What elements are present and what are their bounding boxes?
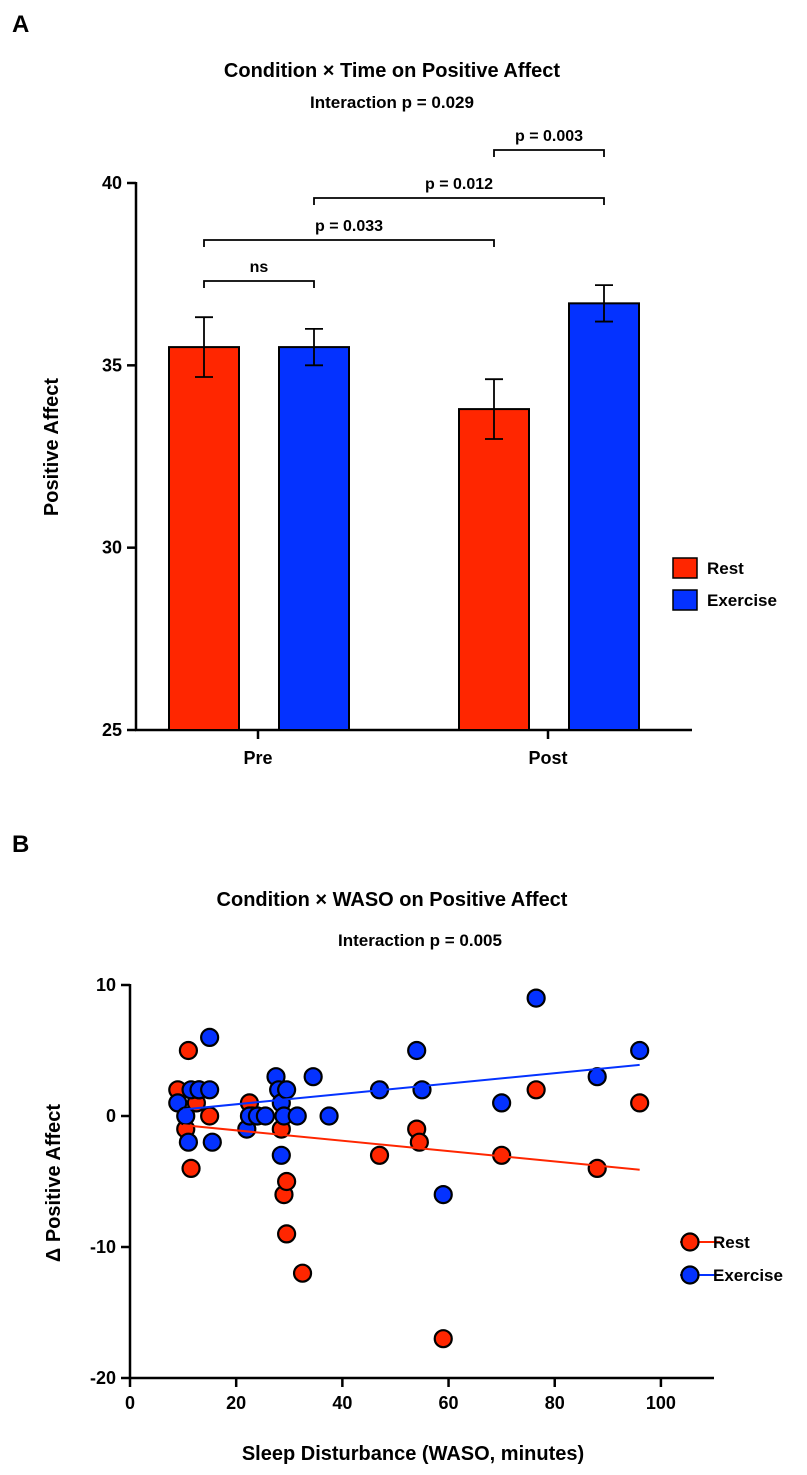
panel-b-point xyxy=(202,1132,222,1152)
panel-b-letter: B xyxy=(12,831,29,858)
panel-a-significance-bracket xyxy=(203,239,495,247)
panel-b-y-tick-label: 10 xyxy=(96,975,116,995)
panel-b-point xyxy=(200,1080,220,1100)
panel-b-x-tick-label: 60 xyxy=(439,1393,459,1413)
panel-b-point xyxy=(292,1263,313,1283)
panel-b-x-tick-label: 100 xyxy=(646,1393,676,1413)
panel-b-legend-label: Rest xyxy=(713,1233,750,1252)
panel-b-y-tick-label: 0 xyxy=(106,1106,116,1126)
panel-b-point xyxy=(200,1027,220,1048)
panel-a-x-tick-label: Post xyxy=(528,748,567,768)
panel-b-point xyxy=(492,1093,512,1113)
panel-b-point xyxy=(526,1080,546,1100)
panel-b-x-tick-label: 80 xyxy=(545,1393,565,1413)
panel-b-point xyxy=(587,1067,607,1087)
panel-b-y-tick-label: -10 xyxy=(90,1237,116,1257)
panel-b-point xyxy=(277,1224,297,1244)
panel-b-point xyxy=(277,1171,297,1192)
panel-a-significance-label: p = 0.003 xyxy=(515,128,583,145)
panel-b-point xyxy=(587,1158,607,1179)
panel-a-significance-label: p = 0.012 xyxy=(425,176,493,193)
panel-b-point xyxy=(412,1080,432,1100)
panel-a-letter: A xyxy=(12,11,29,38)
panel-b-x-tick-label: 40 xyxy=(332,1393,352,1413)
panel-a-plot: 25 30 35 40 Pre Post ns p = 0.033 p = 0.012 p = 0… xyxy=(102,128,777,768)
panel-b-point xyxy=(277,1080,297,1100)
panel-a-legend-swatch xyxy=(672,557,698,579)
panel-b-y-tick-label: -20 xyxy=(90,1368,116,1388)
panel-b-legend-marker xyxy=(680,1232,700,1252)
panel-b-point xyxy=(178,1132,198,1152)
panel-b-x-tick-label: 0 xyxy=(125,1393,135,1413)
panel-b-point xyxy=(319,1106,339,1126)
panel-b-point xyxy=(181,1158,201,1179)
panel-a-y-tick-label: 35 xyxy=(102,355,122,375)
panel-a-y-tick-label: 40 xyxy=(102,173,122,193)
panel-a-significance-bracket xyxy=(493,149,605,157)
panel-b-point xyxy=(407,1040,427,1061)
panel-a-legend-label: Rest xyxy=(707,559,744,578)
panel-b-legend-label: Exercise xyxy=(713,1266,783,1285)
panel-a-y-tick-label: 25 xyxy=(102,720,122,740)
panel-b-point xyxy=(433,1329,453,1349)
panel-b-x-tick-label: 20 xyxy=(226,1393,246,1413)
panel-b-point xyxy=(433,1184,453,1205)
panel-a-legend-label: Exercise xyxy=(707,591,777,610)
panel-a-significance-label: p = 0.033 xyxy=(315,218,383,235)
panel-b-x-axis-label: Sleep Disturbance (WASO, minutes) xyxy=(242,1443,584,1465)
panel-b-point xyxy=(369,1145,390,1165)
panel-b-point xyxy=(630,1040,650,1061)
panel-a-x-tick-label: Pre xyxy=(243,748,272,768)
panel-b-trend-line xyxy=(182,1124,640,1171)
panel-b-point xyxy=(526,988,546,1008)
panel-a-bar xyxy=(168,346,240,731)
panel-a-title: Condition × Time on Positive Affect xyxy=(224,60,560,82)
panel-a-significance-bracket xyxy=(313,197,605,205)
panel-a-bar xyxy=(278,346,350,731)
panel-b-point xyxy=(271,1145,291,1165)
panel-b-point xyxy=(255,1106,275,1126)
panel-a-y-axis-label: Positive Affect xyxy=(41,378,63,517)
panel-b-y-axis-label: Δ Positive Affect xyxy=(43,1104,65,1262)
panel-b-legend-marker xyxy=(680,1265,700,1285)
panel-b-subtitle: Interaction p = 0.005 xyxy=(338,931,502,950)
panel-b-point xyxy=(409,1132,429,1152)
panel-a-significance-label: ns xyxy=(250,259,269,276)
panel-a-subtitle: Interaction p = 0.029 xyxy=(310,93,474,112)
panel-a-significance-bracket xyxy=(203,280,315,288)
panel-b-point xyxy=(178,1040,198,1061)
panel-b-point xyxy=(630,1093,650,1113)
panel-b-point xyxy=(200,1106,220,1126)
panel-b-trend-line xyxy=(182,1063,640,1111)
panel-a-y-tick-label: 30 xyxy=(102,538,122,558)
panel-b-point xyxy=(287,1106,307,1126)
panel-a-bar xyxy=(458,408,530,731)
panel-a-legend-swatch xyxy=(672,589,698,611)
panel-b-point xyxy=(303,1067,323,1087)
panel-b-title: Condition × WASO on Positive Affect xyxy=(217,889,568,911)
panel-a-bar xyxy=(568,302,640,731)
